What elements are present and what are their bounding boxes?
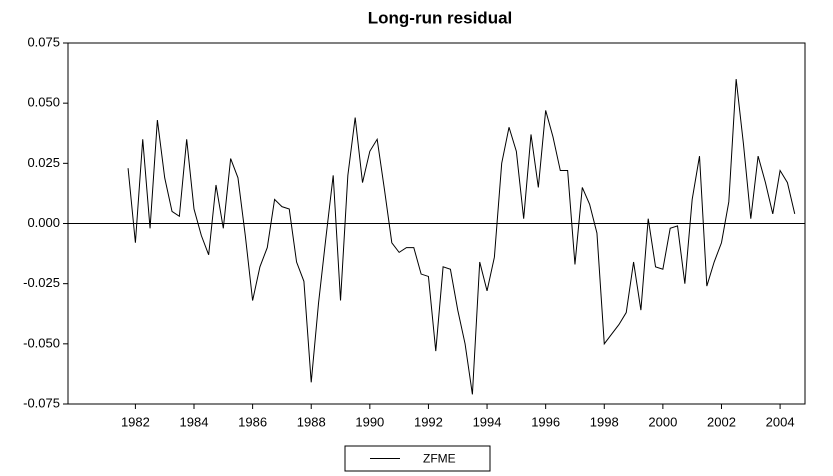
y-tick-label: -0.025 xyxy=(23,275,60,290)
y-tick-label: -0.050 xyxy=(23,335,60,350)
x-tick-label: 1984 xyxy=(180,414,209,429)
y-tick-label: 0.075 xyxy=(27,34,60,49)
x-tick-label: 1986 xyxy=(238,414,267,429)
series-line xyxy=(127,79,796,395)
y-tick-label: 0.000 xyxy=(27,215,60,230)
y-tick-label: -0.075 xyxy=(23,395,60,410)
x-tick-label: 2004 xyxy=(766,414,795,429)
chart-title: Long-run residual xyxy=(368,8,513,27)
x-tick-label: 1994 xyxy=(473,414,502,429)
y-tick-label: 0.050 xyxy=(27,95,60,110)
legend-label: ZFME xyxy=(423,452,456,466)
x-tick-label: 2000 xyxy=(648,414,677,429)
x-tick-label: 1998 xyxy=(590,414,619,429)
x-tick-label: 2002 xyxy=(707,414,736,429)
x-tick-label: 1992 xyxy=(414,414,443,429)
legend-box xyxy=(344,445,491,472)
x-tick-label: 1996 xyxy=(531,414,560,429)
x-tick-label: 1982 xyxy=(121,414,150,429)
y-tick-label: 0.025 xyxy=(27,155,60,170)
x-tick-label: 1990 xyxy=(355,414,384,429)
x-tick-label: 1988 xyxy=(297,414,326,429)
